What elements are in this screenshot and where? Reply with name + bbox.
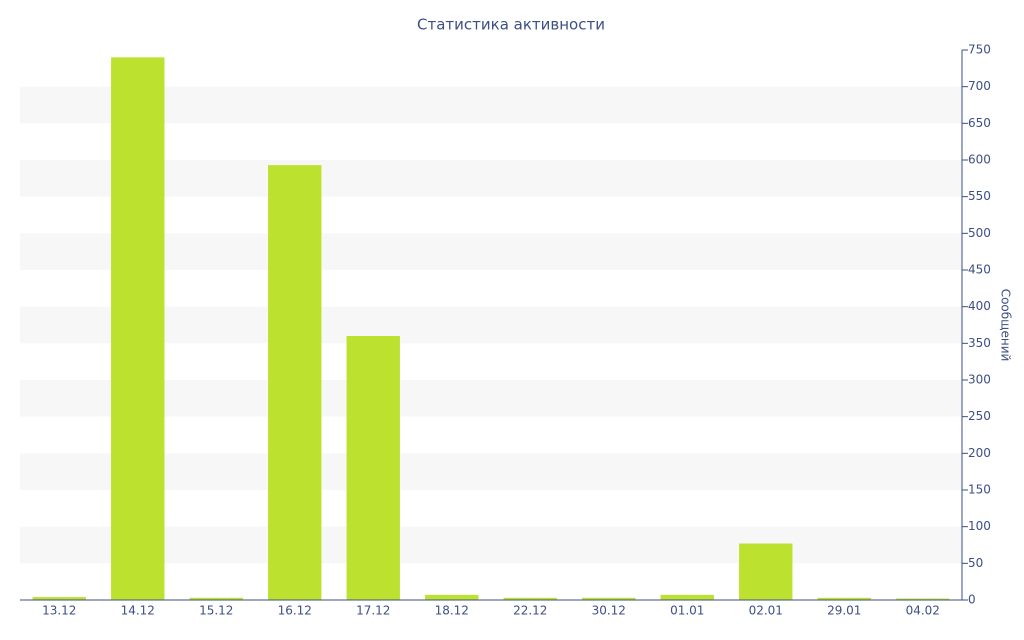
- x-tick-label: 14.12: [121, 604, 155, 618]
- grid-band: [20, 526, 962, 564]
- y-tick-label: 400: [968, 299, 991, 313]
- y-tick-label: 150: [968, 483, 991, 497]
- bar: [346, 336, 400, 600]
- y-tick-label: 300: [968, 373, 991, 387]
- y-tick-label: 500: [968, 226, 991, 240]
- bar: [111, 57, 165, 601]
- y-tick-label: 700: [968, 79, 991, 93]
- bar: [896, 598, 950, 600]
- bar: [32, 597, 86, 600]
- x-tick-label: 02.01: [749, 604, 783, 618]
- x-tick-label: 16.12: [278, 604, 312, 618]
- x-tick-label: 13.12: [42, 604, 76, 618]
- x-tick-label: 01.01: [670, 604, 704, 618]
- bar: [425, 594, 479, 600]
- x-tick-label: 30.12: [592, 604, 626, 618]
- grid-band: [20, 160, 962, 197]
- y-tick-label: 50: [968, 556, 983, 570]
- chart-title: Статистика активности: [417, 16, 605, 34]
- bar: [503, 597, 557, 600]
- y-tick-label: 200: [968, 446, 991, 460]
- x-tick-label: 04.02: [906, 604, 940, 618]
- y-tick-label: 350: [968, 336, 991, 350]
- y-tick-label: 750: [968, 43, 991, 57]
- bar: [268, 165, 322, 600]
- y-tick-label: 100: [968, 519, 991, 533]
- x-tick-label: 17.12: [356, 604, 390, 618]
- x-tick-label: 22.12: [513, 604, 547, 618]
- grid-band: [20, 380, 962, 417]
- y-tick-label: 550: [968, 189, 991, 203]
- y-tick-label: 450: [968, 263, 991, 277]
- y-tick-label: 0: [968, 593, 976, 607]
- bar: [660, 594, 714, 600]
- x-tick-label: 29.01: [827, 604, 861, 618]
- x-tick-label: 18.12: [435, 604, 469, 618]
- grid-band: [20, 453, 962, 490]
- bar: [189, 597, 243, 600]
- y-axis-label: Сообщений: [999, 289, 1013, 362]
- bar: [582, 597, 636, 600]
- x-tick-label: 15.12: [199, 604, 233, 618]
- y-tick-label: 250: [968, 409, 991, 423]
- y-tick-label: 600: [968, 153, 991, 167]
- grid-band: [20, 233, 962, 270]
- y-tick-label: 650: [968, 116, 991, 130]
- bar: [739, 543, 793, 600]
- grid-band: [20, 306, 962, 344]
- bar: [817, 597, 871, 600]
- grid-band: [20, 86, 962, 124]
